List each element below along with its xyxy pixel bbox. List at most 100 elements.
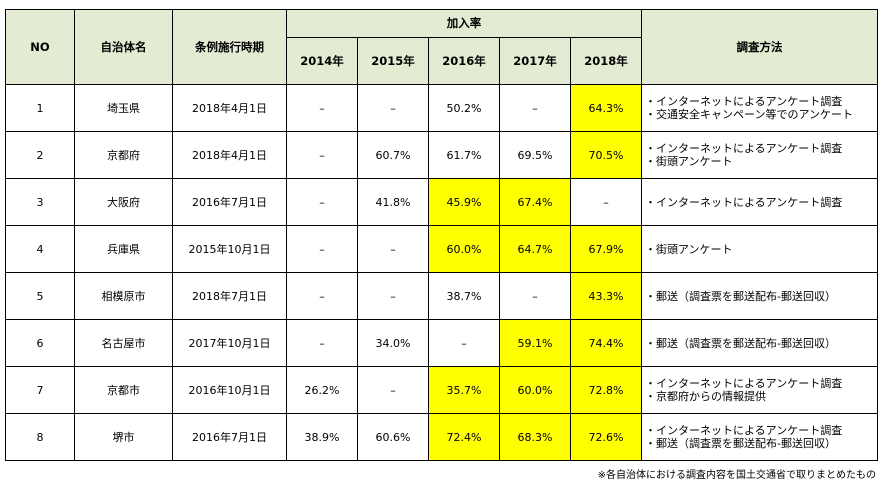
rate-cell: 60.0% — [499, 366, 571, 414]
rate-cell: – — [286, 178, 358, 226]
table-row: 2 京都府 2018年4月1日 –60.7% 61.7% 69.5% 70.5% ・インターネ… — [5, 131, 878, 179]
method-line: ・郵送（調査票を郵送配布-郵送回収） — [645, 437, 836, 450]
rate-cell: 59.1% — [499, 319, 571, 367]
row-method: ・インターネットによるアンケート調査 ・交通安全キャンペーン等でのアンケート — [641, 84, 878, 132]
rate-cell: 34.0% — [357, 319, 429, 367]
row-municipality: 京都府 — [74, 131, 173, 179]
rate-cell: – — [499, 84, 571, 132]
header-rate: 加入率 — [286, 9, 642, 38]
table-row: 6 名古屋市 2017年10月1日 –34.0% –59.1% 74.4% ・郵送（調査票を… — [5, 319, 878, 367]
header-municipality: 自治体名 — [74, 9, 173, 85]
row-method: ・インターネットによるアンケート調査 — [641, 178, 878, 226]
row-method: ・街頭アンケート — [641, 225, 878, 273]
rate-cell: 45.9% — [428, 178, 500, 226]
rate-cell: 67.9% — [570, 225, 642, 273]
rate-cell: 38.7% — [428, 272, 500, 320]
row-enforcement-date: 2018年4月1日 — [172, 84, 287, 132]
rate-cell: 74.4% — [570, 319, 642, 367]
rate-cell: 41.8% — [357, 178, 429, 226]
row-enforcement-date: 2016年7月1日 — [172, 413, 287, 461]
method-line: ・インターネットによるアンケート調査 — [645, 142, 843, 155]
rate-cell: 60.6% — [357, 413, 429, 461]
table-row: 4 兵庫県 2015年10月1日 – –60.0% 64.7% 67.9% ・街頭アンケート — [5, 225, 878, 273]
row-no: 4 — [5, 225, 75, 273]
row-enforcement-date: 2016年7月1日 — [172, 178, 287, 226]
helmet-rate-table: NO 自治体名 条例施行時期 加入率 調査方法 2014年 2015年 2016… — [5, 9, 878, 461]
row-no: 3 — [5, 178, 75, 226]
rate-cell: 35.7% — [428, 366, 500, 414]
rate-cell: – — [570, 178, 642, 226]
row-no: 5 — [5, 272, 75, 320]
row-municipality: 兵庫県 — [74, 225, 173, 273]
rate-cell: 38.9% — [286, 413, 358, 461]
table-row: 5 相模原市 2018年7月1日 – –38.7% –43.3% ・郵送（調査票を郵送配布-… — [5, 272, 878, 320]
method-line: ・街頭アンケート — [645, 242, 733, 256]
rate-cell: – — [286, 84, 358, 132]
rate-cell: 67.4% — [499, 178, 571, 226]
table-row: 8 堺市 2016年7月1日 38.9% 60.6% 72.4% 68.3% 72.6% ・イン… — [5, 413, 878, 461]
method-line: ・インターネットによるアンケート調査 — [645, 377, 843, 390]
header-year-2015: 2015年 — [357, 37, 429, 85]
rate-cell: 70.5% — [570, 131, 642, 179]
row-enforcement-date: 2015年10月1日 — [172, 225, 287, 273]
row-method: ・インターネットによるアンケート調査 ・街頭アンケート — [641, 131, 878, 179]
row-municipality: 相模原市 — [74, 272, 173, 320]
rate-cell: – — [357, 272, 429, 320]
row-enforcement-date: 2017年10月1日 — [172, 319, 287, 367]
rate-cell: 72.6% — [570, 413, 642, 461]
method-line: ・京都府からの情報提供 — [645, 390, 766, 403]
rate-cell: – — [357, 84, 429, 132]
rate-cell: – — [286, 225, 358, 273]
header-year-2018: 2018年 — [570, 37, 642, 85]
rate-cell: – — [286, 272, 358, 320]
rate-cell: 69.5% — [499, 131, 571, 179]
rate-cell: 60.7% — [357, 131, 429, 179]
header-year-2017: 2017年 — [499, 37, 571, 85]
row-method: ・郵送（調査票を郵送配布-郵送回収） — [641, 272, 878, 320]
rate-cell: – — [499, 272, 571, 320]
table-row: 7 京都市 2016年10月1日 26.2% –35.7% 60.0% 72.8% ・インター… — [5, 366, 878, 414]
method-line: ・街頭アンケート — [645, 155, 733, 168]
method-line: ・インターネットによるアンケート調査 — [645, 195, 843, 209]
row-no: 2 — [5, 131, 75, 179]
rate-cell: 64.3% — [570, 84, 642, 132]
header-enforcement-date: 条例施行時期 — [172, 9, 287, 85]
row-enforcement-date: 2018年7月1日 — [172, 272, 287, 320]
header-method: 調査方法 — [641, 9, 878, 85]
rate-cell: 50.2% — [428, 84, 500, 132]
rate-cell: 43.3% — [570, 272, 642, 320]
row-no: 6 — [5, 319, 75, 367]
header-year-2014: 2014年 — [286, 37, 358, 85]
row-enforcement-date: 2016年10月1日 — [172, 366, 287, 414]
method-line: ・郵送（調査票を郵送配布-郵送回収） — [645, 336, 836, 350]
method-line: ・インターネットによるアンケート調査 — [645, 95, 843, 108]
table-body: 1 埼玉県 2018年4月1日 – –50.2% –64.3% ・インターネットによるアンケ… — [5, 84, 878, 461]
rate-cell: – — [357, 225, 429, 273]
rate-cell: – — [428, 319, 500, 367]
row-municipality: 埼玉県 — [74, 84, 173, 132]
rate-cell: – — [357, 366, 429, 414]
row-method: ・郵送（調査票を郵送配布-郵送回収） — [641, 319, 878, 367]
rate-cell: 26.2% — [286, 366, 358, 414]
row-municipality: 大阪府 — [74, 178, 173, 226]
row-method: ・インターネットによるアンケート調査 ・京都府からの情報提供 — [641, 366, 878, 414]
table-row: 1 埼玉県 2018年4月1日 – –50.2% –64.3% ・インターネットによるアンケ… — [5, 84, 878, 132]
rate-cell: 68.3% — [499, 413, 571, 461]
rate-cell: 61.7% — [428, 131, 500, 179]
row-no: 7 — [5, 366, 75, 414]
row-method: ・インターネットによるアンケート調査 ・郵送（調査票を郵送配布-郵送回収） — [641, 413, 878, 461]
rate-cell: 60.0% — [428, 225, 500, 273]
row-enforcement-date: 2018年4月1日 — [172, 131, 287, 179]
rate-cell: 72.8% — [570, 366, 642, 414]
footnote: ※各自治体における調査内容を国土交通省で取りまとめたもの — [597, 470, 876, 481]
header-no: NO — [5, 9, 75, 85]
row-no: 1 — [5, 84, 75, 132]
table-row: 3 大阪府 2016年7月1日 –41.8% 45.9% 67.4% – ・インターネットによ… — [5, 178, 878, 226]
rate-cell: 72.4% — [428, 413, 500, 461]
row-municipality: 名古屋市 — [74, 319, 173, 367]
row-no: 8 — [5, 413, 75, 461]
rate-cell: – — [286, 131, 358, 179]
row-municipality: 堺市 — [74, 413, 173, 461]
rate-cell: 64.7% — [499, 225, 571, 273]
header-year-2016: 2016年 — [428, 37, 500, 85]
